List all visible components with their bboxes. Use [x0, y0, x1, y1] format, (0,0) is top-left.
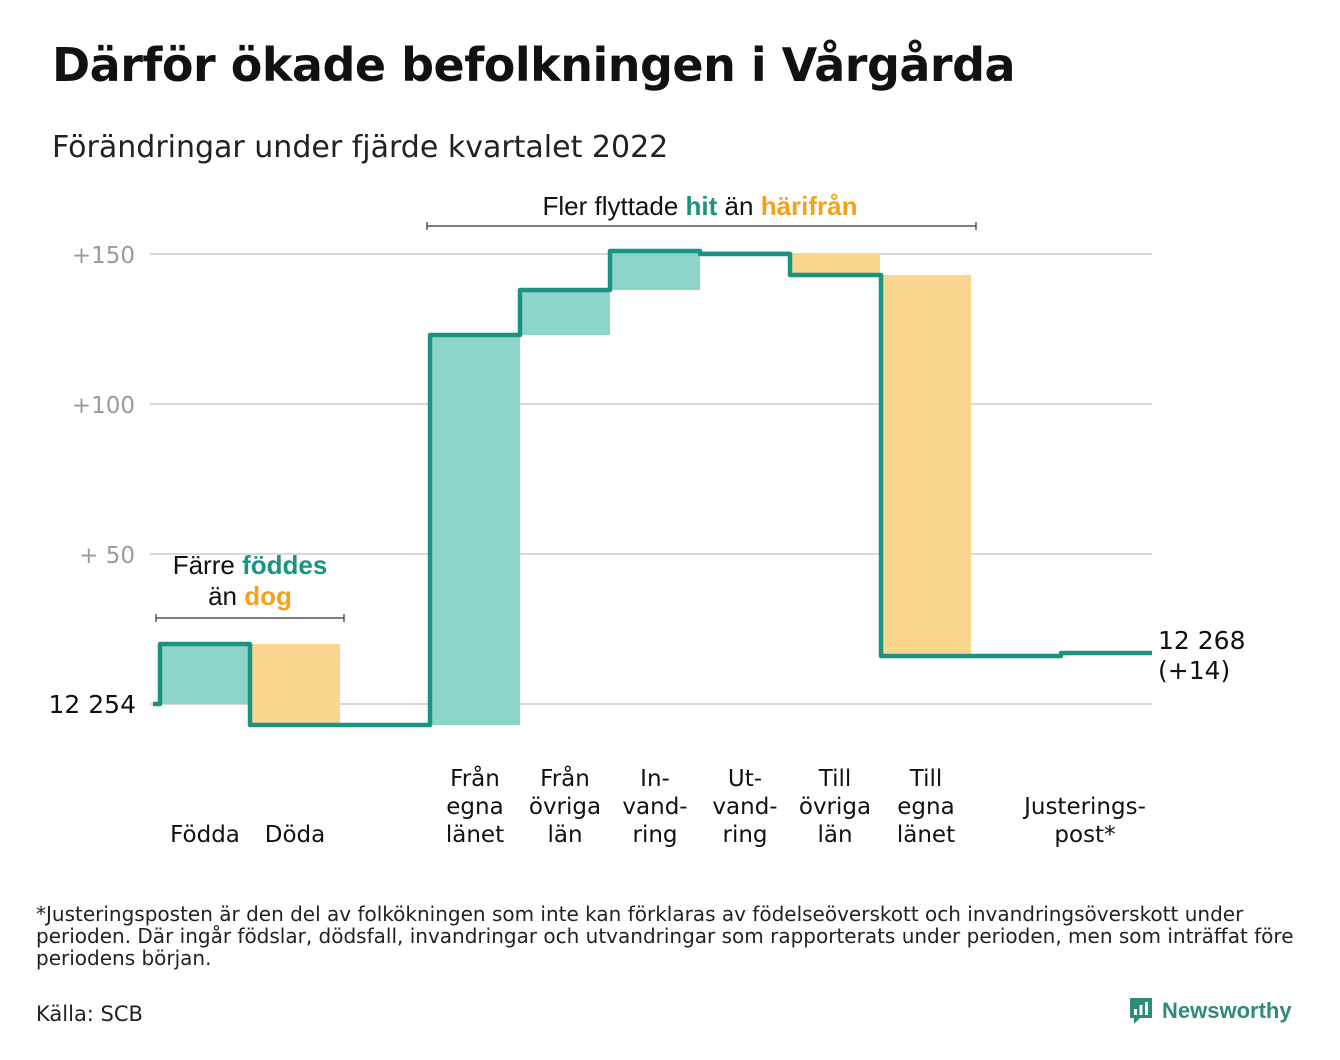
x-category-label-line: Ut- [728, 766, 762, 792]
brand-logo: Newsworthy [1128, 996, 1292, 1026]
x-category-label-line: län [547, 822, 582, 848]
migration-annotation: Fler flyttade hit än härifrån [426, 191, 977, 230]
x-category-label-line: övriga [529, 794, 601, 820]
x-category-label-line: vand- [622, 794, 687, 820]
migration-annotation-an: än [725, 191, 754, 221]
x-category-label-line: Döda [265, 822, 325, 848]
birth-annotation-highlight: föddes [242, 550, 327, 580]
x-category-label-line: Från [540, 764, 590, 792]
grid-layer: +150 +100 + 50 [72, 243, 1152, 705]
x-category-label-line: Födda [170, 822, 240, 848]
x-category-label-line: ring [632, 822, 677, 848]
birth-annotation-dog: dog [244, 581, 292, 611]
x-category-label-line: In- [640, 766, 670, 792]
waterfall-bar [520, 290, 610, 335]
end-change-label: (+14) [1158, 656, 1230, 685]
birth-annotation: Färre föddes än dog [155, 550, 345, 622]
x-category-label: Döda [265, 822, 325, 848]
brand-name: Newsworthy [1162, 998, 1292, 1023]
footnote: *Justeringsposten är den del av folkökni… [36, 902, 1294, 970]
x-category-label: Ut-vand-ring [712, 766, 777, 848]
birth-annotation-bracket [155, 614, 345, 622]
waterfall-bar [881, 275, 971, 656]
x-category-label-line: län [817, 822, 852, 848]
x-category-label-line: övriga [799, 794, 871, 820]
x-category-label: Till övriga län [799, 766, 871, 848]
birth-annotation-prefix: Färre [173, 550, 235, 580]
migration-annotation-hit: hit [686, 191, 718, 221]
line-layer [153, 248, 1152, 728]
source: Källa: SCB [36, 1002, 143, 1026]
migration-annotation-bracket [426, 222, 977, 230]
x-category-label-line: Till [909, 766, 943, 792]
population-step-line [153, 248, 1152, 728]
waterfall-bar [250, 644, 340, 725]
x-category-label-line: länet [446, 822, 504, 848]
x-category-label-line: Till [818, 766, 852, 792]
y-tick-label: +100 [72, 393, 135, 419]
start-value-label: 12 254 [49, 690, 136, 719]
x-category-label-line: ring [722, 822, 767, 848]
end-value-label: 12 268 [1158, 626, 1245, 655]
x-category-label: Från egna länet [446, 764, 504, 848]
waterfall-bar [430, 335, 520, 725]
waterfall-bar [160, 644, 250, 704]
x-category-label: Från övriga län [529, 764, 601, 848]
waterfall-bar [610, 251, 700, 290]
y-tick-label: +150 [72, 243, 135, 269]
waterfall-bar [790, 254, 880, 275]
x-category-label-line: länet [897, 822, 955, 848]
x-category-label-line: egna [897, 794, 954, 820]
migration-annotation-prefix: Fler flyttade [542, 191, 678, 221]
x-category-label-line: post* [1054, 822, 1115, 848]
x-category-label-line: Från [450, 764, 500, 792]
migration-annotation-harifran: härifrån [761, 191, 858, 221]
y-tick-label: + 50 [79, 543, 135, 569]
x-category-label: Till egna länet [897, 766, 955, 848]
migration-annotation-text: Fler flyttade hit än härifrån [542, 191, 857, 221]
x-category-label: In-vand-ring [622, 766, 687, 848]
birth-annotation-an: än [208, 581, 237, 611]
x-category-label-line: egna [446, 794, 503, 820]
chart-title: Därför ökade befolkningen i Vårgårda [52, 38, 1016, 92]
birth-annotation-line2: än dog [208, 581, 292, 611]
chart-subtitle: Förändringar under fjärde kvartalet 2022 [52, 130, 669, 165]
x-category-label: Justerings-post* [1022, 794, 1146, 848]
birth-annotation-line1: Färre föddes [173, 550, 328, 580]
newsworthy-logo-icon [1130, 998, 1152, 1024]
x-category-label-line: vand- [712, 794, 777, 820]
x-category-label-line: Justerings- [1022, 794, 1146, 820]
x-category-label: Födda [170, 822, 240, 848]
bars-layer [160, 251, 971, 725]
